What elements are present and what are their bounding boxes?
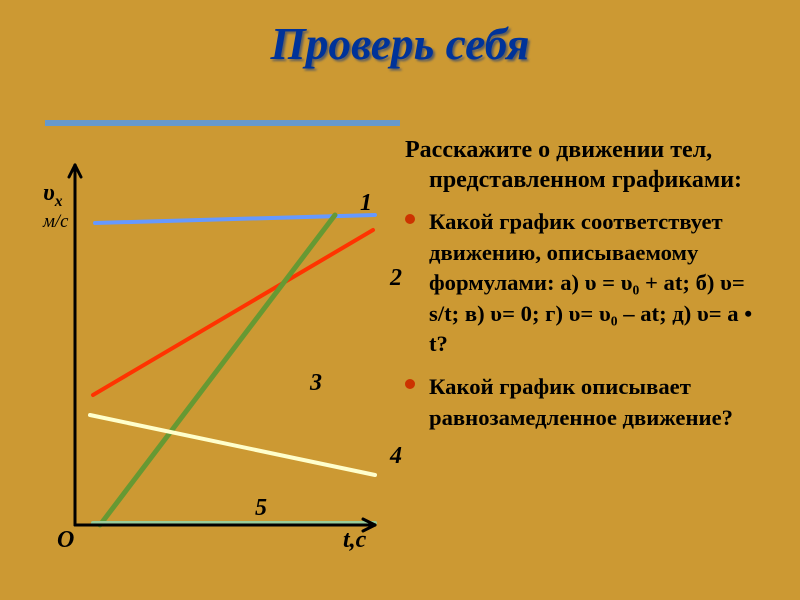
series-label-3: 3: [310, 370, 322, 397]
series-label-4: 4: [390, 443, 402, 470]
bullet-item: Какой график описывает равнозамедленное …: [405, 372, 770, 433]
x-axis-label: t,с: [343, 527, 366, 554]
series-label-2: 2: [390, 265, 402, 292]
origin-label: O: [57, 527, 74, 554]
y-axis-label: υx: [43, 180, 63, 211]
bullet-item: Какой график соответствует движению, опи…: [405, 207, 770, 360]
series-label-5: 5: [255, 495, 267, 522]
y-axis-unit: м/с: [43, 211, 68, 233]
series-label-1: 1: [360, 190, 372, 217]
